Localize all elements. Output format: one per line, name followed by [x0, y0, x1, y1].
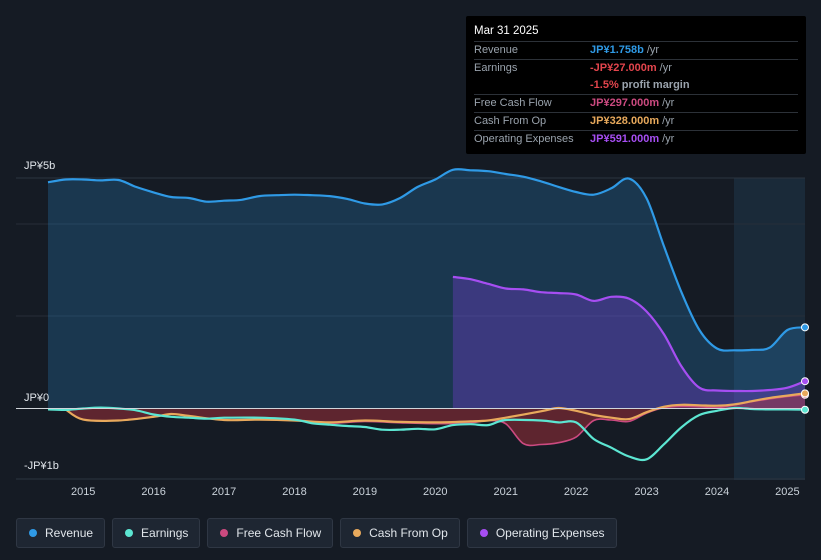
legend-label: Revenue — [45, 526, 94, 540]
x-tick-label: 2024 — [705, 486, 729, 498]
tooltip-label: Revenue — [474, 44, 519, 56]
tooltip-label — [474, 77, 590, 94]
tooltip-unit: /yr — [662, 133, 675, 145]
earnings-legend-dot-icon — [125, 529, 134, 537]
data-tooltip: Mar 31 2025 Revenue JP¥1.758b /yr Earnin… — [466, 16, 806, 154]
revenue-legend-dot-icon — [29, 529, 37, 537]
tooltip-value: -JP¥27.000m — [590, 62, 657, 74]
x-tick-label: 2023 — [634, 486, 658, 498]
operating-expenses-line — [452, 275, 806, 393]
cash-from-op-end-point — [801, 389, 809, 398]
legend-item-earnings[interactable]: Earnings — [112, 518, 201, 548]
y-label-bottom: -JP¥1b — [24, 460, 59, 472]
operating-expenses-area — [452, 276, 805, 409]
tooltip-row-profit-margin: -1.5% profit margin — [474, 77, 798, 94]
legend-item-cash-from-op[interactable]: Cash From Op — [340, 518, 460, 548]
tooltip-value: JP¥1.758b — [590, 44, 644, 56]
x-tick-label: 2019 — [353, 486, 377, 498]
earnings-line — [47, 406, 806, 462]
legend-label: Cash From Op — [369, 526, 448, 540]
cash-from-op-line — [64, 392, 806, 424]
x-tick-label: 2018 — [282, 486, 306, 498]
x-tick-label: 2017 — [212, 486, 236, 498]
free-cash-flow-area — [65, 394, 806, 446]
tooltip-row-revenue: Revenue JP¥1.758b /yr — [474, 41, 798, 59]
x-tick-label: 2022 — [564, 486, 588, 498]
tooltip-unit: /yr — [662, 115, 675, 127]
legend-label: Earnings — [141, 526, 189, 540]
tooltip-value: JP¥328.000m — [590, 115, 660, 127]
tooltip-unit: /yr — [662, 97, 675, 109]
x-tick-label: 2021 — [493, 486, 517, 498]
tooltip-row-operating-expenses: Operating Expenses JP¥591.000m /yr — [474, 130, 798, 148]
y-label-zero: JP¥0 — [24, 392, 50, 404]
tooltip-unit: /yr — [646, 44, 660, 56]
x-tick-label: 2020 — [423, 486, 447, 498]
operating-expenses-legend-dot-icon — [479, 529, 488, 537]
revenue-area — [48, 169, 805, 409]
tooltip-unit: profit margin — [621, 79, 690, 91]
legend-item-operating-expenses[interactable]: Operating Expenses — [466, 518, 617, 548]
chart-legend: Revenue Earnings Free Cash Flow Cash Fro… — [16, 518, 624, 548]
tooltip-label: Cash From Op — [474, 115, 547, 127]
earnings-end-point — [801, 405, 809, 414]
tooltip-row-free-cash-flow: Free Cash Flow JP¥297.000m /yr — [474, 94, 798, 112]
legend-label: Operating Expenses — [495, 526, 605, 540]
x-tick-label: 2016 — [141, 486, 165, 498]
free-cash-flow-legend-dot-icon — [220, 529, 229, 537]
x-tick-label: 2015 — [71, 486, 95, 498]
cash-from-op-legend-dot-icon — [353, 529, 362, 537]
tooltip-value: JP¥591.000m — [590, 133, 660, 145]
tooltip-label: Operating Expenses — [474, 133, 574, 145]
x-tick-label: 2025 — [775, 486, 799, 498]
tooltip-value: JP¥297.000m — [590, 97, 660, 109]
tooltip-label: Earnings — [474, 62, 518, 74]
y-label-top: JP¥5b — [24, 160, 56, 172]
legend-item-free-cash-flow[interactable]: Free Cash Flow — [207, 518, 334, 548]
tooltip-row-cash-from-op: Cash From Op JP¥328.000m /yr — [474, 112, 798, 130]
legend-label: Free Cash Flow — [236, 526, 322, 540]
legend-item-revenue[interactable]: Revenue — [16, 518, 106, 548]
tooltip-label: Free Cash Flow — [474, 97, 552, 109]
tooltip-value: -1.5% — [590, 79, 619, 91]
operating-expenses-end-point — [801, 377, 809, 386]
tooltip-unit: /yr — [659, 62, 672, 74]
tooltip-date: Mar 31 2025 — [474, 25, 539, 37]
revenue-end-point — [801, 323, 809, 332]
tooltip-row-earnings: Earnings -JP¥27.000m /yr — [474, 59, 798, 77]
revenue-line — [47, 168, 806, 352]
